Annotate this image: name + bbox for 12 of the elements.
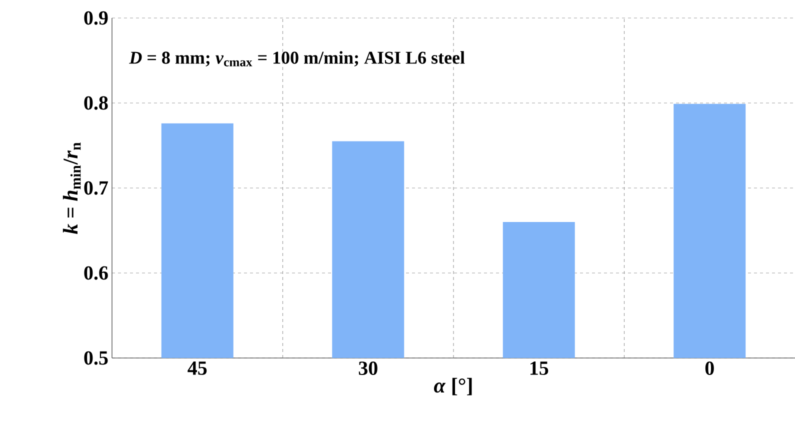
- annotation: D = 8 mm; v$_{cmax}$ = 100 m/min; AISI L6 steel: [129, 51, 465, 66]
- y-tick-label: 0.7: [84, 181, 108, 195]
- x-tick-label: 0: [705, 362, 714, 376]
- y-axis-title: k = h$_{min}$/r$_{n}$: [62, 142, 81, 234]
- y-tick-label: 0.9: [84, 11, 108, 25]
- x-tick-label: 45: [188, 362, 207, 375]
- x-axis-title: α [°]: [434, 378, 472, 396]
- y-tick-label: 0.5: [84, 351, 108, 365]
- x-tick-label: 15: [530, 362, 548, 375]
- y-tick-label: 0.6: [84, 266, 108, 280]
- y-tick-label: 0.8: [84, 96, 108, 110]
- x-tick-label: 30: [358, 362, 378, 376]
